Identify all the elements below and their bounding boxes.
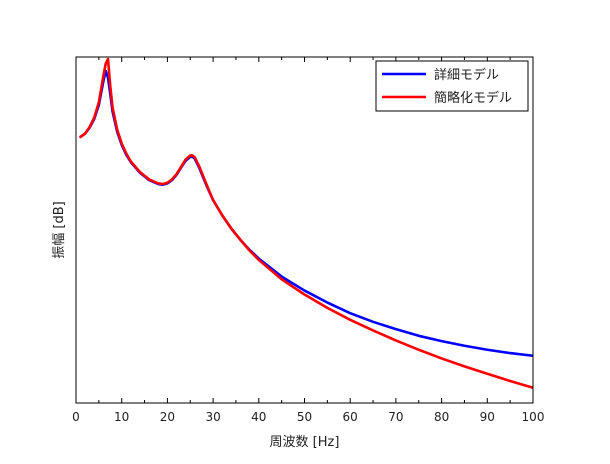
x-tick-label: 90 bbox=[480, 410, 495, 424]
series-line-2 bbox=[79, 57, 533, 389]
x-tick-label: 0 bbox=[72, 410, 80, 424]
x-tick-label: 50 bbox=[297, 410, 312, 424]
legend-label-1: 詳細モデル bbox=[434, 67, 499, 83]
x-tick-label: 80 bbox=[434, 410, 449, 424]
x-tick-label: 40 bbox=[251, 410, 266, 424]
series-lines bbox=[79, 57, 533, 389]
x-tick-label: 20 bbox=[160, 410, 175, 424]
x-tick-label: 10 bbox=[114, 410, 129, 424]
x-tick-label: 30 bbox=[205, 410, 220, 424]
x-tick-label: 70 bbox=[388, 410, 403, 424]
legend-label-2: 簡略化モデル bbox=[434, 90, 512, 106]
legend-box bbox=[375, 60, 529, 112]
x-axis-ticks: 0 10 20 30 40 50 60 70 80 90 100 bbox=[72, 57, 544, 424]
y-axis-label: 振幅 [dB] bbox=[52, 201, 67, 258]
x-tick-label: 100 bbox=[522, 410, 545, 424]
x-tick-label: 60 bbox=[343, 410, 358, 424]
series-line-1 bbox=[79, 69, 533, 358]
x-axis-label: 周波数 [Hz] bbox=[270, 435, 340, 450]
